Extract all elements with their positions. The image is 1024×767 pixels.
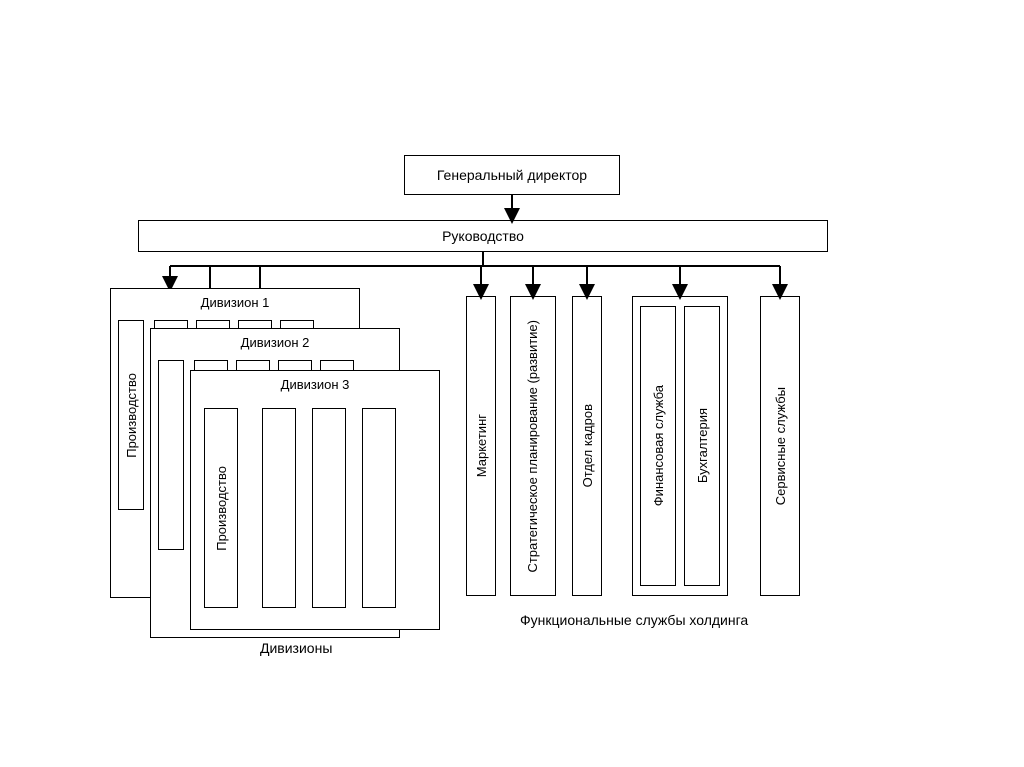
production-box: Производство [118, 320, 144, 510]
production-box [158, 360, 184, 550]
finance-child-label: Бухгалтерия [695, 408, 710, 483]
functional-col: Маркетинг [466, 296, 496, 596]
finance-child-label: Финансовая служба [651, 385, 666, 506]
division-title: Дивизион 3 [191, 371, 439, 398]
label-general-director: Генеральный директор [437, 167, 587, 183]
functional-col-label: Отдел кадров [580, 404, 595, 487]
functional-col: Отдел кадров [572, 296, 602, 596]
division-title: Дивизион 1 [111, 289, 359, 316]
production-label: Производство [124, 373, 139, 458]
org-chart-canvas: Генеральный директор Руководство Дивизио… [0, 0, 1024, 767]
production-box: Производство [204, 408, 238, 608]
finance-child: Финансовая служба [640, 306, 676, 586]
division-sub-box [312, 408, 346, 608]
label-functional-group: Функциональные службы холдинга [520, 612, 748, 628]
box-management: Руководство [138, 220, 828, 252]
box-general-director: Генеральный директор [404, 155, 620, 195]
service-col-label: Сервисные службы [773, 387, 788, 505]
label-divisions-group: Дивизионы [260, 640, 332, 656]
label-divisions-group-text: Дивизионы [260, 640, 332, 656]
label-functional-group-text: Функциональные службы холдинга [520, 612, 748, 628]
functional-col-label: Стратегическое планирование (развитие) [526, 320, 540, 573]
functional-col-label: Маркетинг [474, 414, 489, 477]
functional-col: Стратегическое планирование (развитие) [510, 296, 556, 596]
service-col: Сервисные службы [760, 296, 800, 596]
division-sub-box [262, 408, 296, 608]
label-management: Руководство [442, 228, 524, 244]
division-title: Дивизион 2 [151, 329, 399, 356]
finance-child: Бухгалтерия [684, 306, 720, 586]
division-sub-box [362, 408, 396, 608]
production-label: Производство [214, 466, 229, 551]
